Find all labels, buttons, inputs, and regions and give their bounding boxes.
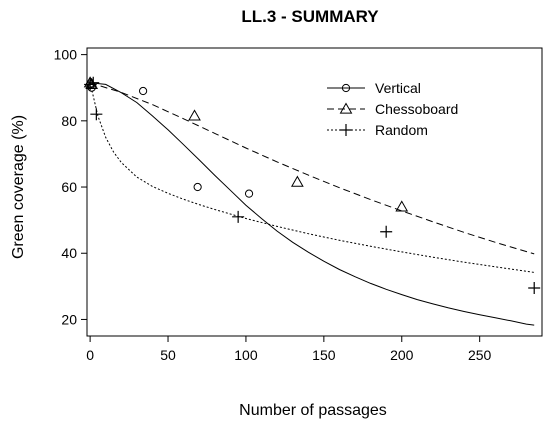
data-point-vertical xyxy=(193,182,202,192)
x-tick-label: 100 xyxy=(234,347,258,363)
x-tick-label: 200 xyxy=(390,347,414,363)
y-tick-label: 20 xyxy=(61,311,77,327)
fit-lines xyxy=(89,82,535,326)
y-tick-label: 60 xyxy=(61,179,77,195)
data-point-vertical xyxy=(138,86,148,96)
legend-marker-chessoboard xyxy=(339,102,353,114)
x-axis: 0 50 100 150 200 250 xyxy=(86,335,492,363)
legend-label-vertical: Vertical xyxy=(375,80,421,96)
data-point-random xyxy=(528,282,541,294)
y-axis: 20 40 60 80 100 xyxy=(54,47,88,327)
y-tick-label: 80 xyxy=(61,113,77,129)
plot-frame xyxy=(86,47,543,337)
legend: Vertical Chessoboard Random xyxy=(327,80,458,138)
data-markers xyxy=(83,76,541,294)
fit-line-random xyxy=(89,82,535,273)
y-axis-label: Green coverage (%) xyxy=(10,115,27,259)
legend-label-random: Random xyxy=(375,122,428,138)
data-point-chessoboard xyxy=(395,200,409,212)
x-tick-label: 50 xyxy=(160,347,176,363)
fit-line-chessoboard xyxy=(89,82,535,255)
data-point-random xyxy=(380,225,393,238)
x-tick-label: 250 xyxy=(468,347,492,363)
data-point-random xyxy=(90,108,103,121)
data-point-random xyxy=(232,210,245,223)
data-point-chessoboard xyxy=(85,77,99,90)
chart-title: LL.3 - SUMMARY xyxy=(241,7,379,26)
data-point-random xyxy=(87,76,100,89)
x-tick-label: 150 xyxy=(312,347,336,363)
data-point-random xyxy=(84,78,97,91)
legend-marker-vertical xyxy=(341,83,351,93)
data-point-chessoboard xyxy=(290,175,304,187)
x-axis-label: Number of passages xyxy=(239,402,387,419)
plot-border xyxy=(86,47,543,337)
data-point-vertical xyxy=(244,189,254,198)
fit-line-vertical xyxy=(90,82,535,326)
data-point-chessoboard xyxy=(188,109,201,121)
legend-label-chessoboard: Chessoboard xyxy=(375,101,458,117)
x-tick-label: 0 xyxy=(86,347,94,363)
y-tick-label: 100 xyxy=(54,47,78,63)
legend-marker-random xyxy=(340,124,352,136)
y-tick-label: 40 xyxy=(61,245,77,261)
